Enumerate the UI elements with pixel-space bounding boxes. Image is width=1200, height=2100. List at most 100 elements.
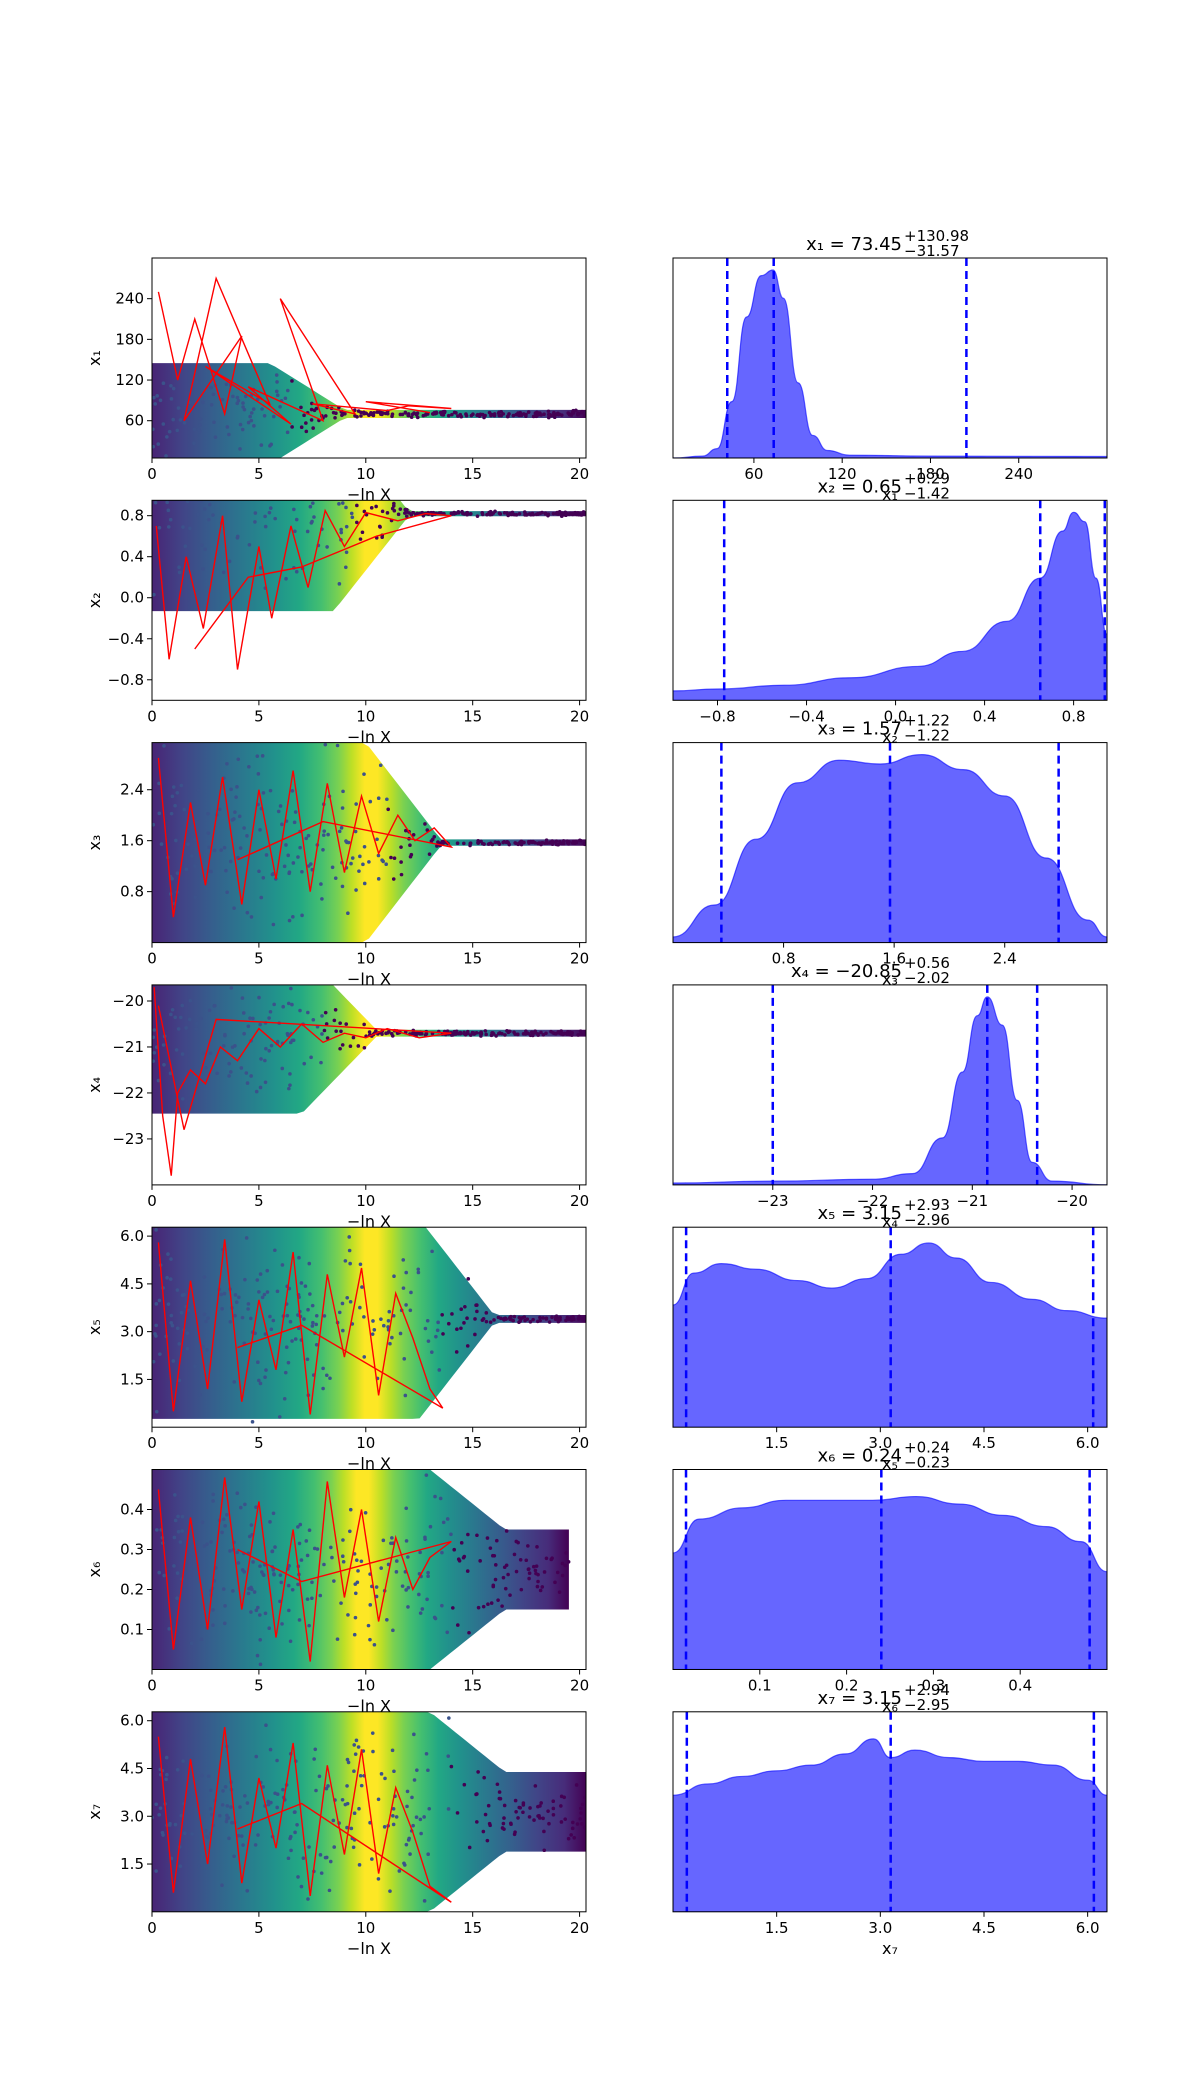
posterior-title: x₇ = 3.15 — [818, 1688, 902, 1709]
sample-point — [274, 389, 279, 394]
sample-point — [287, 918, 292, 923]
sample-point — [510, 512, 515, 517]
sample-point — [175, 1596, 179, 1601]
sample-point — [193, 1364, 198, 1369]
sample-point — [403, 507, 408, 512]
sample-point — [252, 1590, 257, 1594]
sample-point — [158, 398, 163, 403]
sample-point — [192, 441, 196, 445]
sample-point — [579, 1316, 583, 1321]
posterior-panel-1: 60 120 180 240 x₁ x₁ = 73.45 +130.98−31.57 — [672, 227, 1108, 504]
sample-point — [356, 1745, 361, 1749]
sample-point — [331, 1818, 336, 1823]
plot-area — [152, 472, 586, 670]
sample-point — [192, 427, 197, 431]
sample-point — [569, 1833, 573, 1837]
sample-point — [527, 1571, 532, 1575]
sample-point — [201, 1345, 205, 1349]
sample-point — [257, 1378, 261, 1383]
sample-point — [265, 472, 269, 476]
sample-point — [512, 1314, 517, 1319]
title-upper-error: +0.24 — [904, 1439, 950, 1457]
trace-panel-7: 0 5 10 15 20 1.5 3.0 4.5 6.0 −ln X x₇ — [85, 1711, 589, 1958]
sample-point — [358, 1305, 362, 1310]
sample-point — [418, 1550, 422, 1555]
sample-point — [409, 1290, 413, 1295]
y-tick-label: 6.0 — [120, 1712, 144, 1730]
x-tick-label: 0.4 — [1008, 1677, 1032, 1695]
sample-point — [460, 509, 464, 514]
sample-point — [374, 504, 378, 509]
sample-point — [351, 1845, 356, 1850]
sample-point — [538, 1588, 543, 1593]
sample-point — [308, 1292, 312, 1296]
sample-point — [429, 839, 434, 843]
x-tick-label: 60 — [744, 465, 763, 483]
sample-point — [204, 1829, 208, 1833]
sample-point — [215, 1071, 219, 1076]
x-tick-label: 20 — [570, 1677, 589, 1695]
sample-point — [475, 514, 480, 518]
sample-point — [331, 479, 335, 483]
sample-point — [314, 1788, 318, 1793]
sample-point — [156, 1078, 161, 1083]
sample-point — [578, 838, 583, 843]
sample-point — [422, 1899, 427, 1903]
sample-point — [337, 582, 342, 586]
sample-point — [513, 1798, 518, 1803]
sample-point — [425, 1318, 430, 1323]
sample-point — [208, 1051, 213, 1056]
sample-point — [288, 1639, 293, 1644]
sample-point — [321, 1386, 325, 1391]
sample-point — [562, 841, 566, 846]
x-tick-label: −20 — [1056, 1192, 1088, 1210]
sample-point — [288, 1834, 293, 1839]
sample-point — [256, 1833, 260, 1837]
sample-point — [258, 1662, 263, 1667]
sample-point — [391, 1813, 395, 1818]
sample-point — [209, 1788, 213, 1793]
sample-point — [278, 1573, 283, 1577]
x-tick-label: 0 — [147, 1677, 157, 1695]
sample-point — [473, 1317, 477, 1321]
title-upper-error: +0.56 — [904, 954, 950, 972]
sample-point — [391, 504, 396, 508]
sample-point — [539, 413, 543, 417]
sample-point — [345, 1784, 349, 1788]
sample-point — [189, 483, 193, 487]
sample-point — [157, 1298, 162, 1303]
sample-point — [490, 842, 495, 847]
sample-point — [406, 413, 410, 418]
sample-point — [167, 429, 172, 434]
sample-point — [235, 534, 240, 539]
sample-point — [197, 427, 201, 432]
sample-cloud — [152, 742, 586, 943]
sample-point — [290, 1587, 295, 1592]
sample-point — [488, 509, 493, 514]
sample-point — [452, 1547, 457, 1552]
sample-point — [361, 862, 365, 867]
sample-point — [392, 856, 397, 860]
sample-point — [252, 424, 256, 428]
sample-point — [196, 1770, 201, 1775]
sample-point — [155, 394, 160, 398]
sample-point — [358, 854, 362, 859]
sample-point — [439, 511, 443, 515]
sample-point — [483, 1029, 488, 1033]
sample-point — [535, 1584, 540, 1589]
sample-point — [287, 1564, 291, 1568]
sample-point — [157, 1812, 161, 1817]
sample-point — [348, 1261, 352, 1266]
sample-point — [261, 876, 266, 880]
sample-point — [461, 1555, 466, 1560]
sample-point — [568, 1030, 573, 1035]
x-tick-label: 15 — [463, 950, 482, 968]
sample-point — [349, 1826, 354, 1831]
sample-point — [463, 1305, 467, 1309]
sample-point — [476, 1605, 481, 1610]
sample-point — [531, 839, 535, 844]
sample-point — [499, 1316, 503, 1321]
x-tick-label: 0.1 — [748, 1677, 772, 1695]
sample-point — [262, 414, 267, 418]
sample-point — [319, 882, 323, 886]
